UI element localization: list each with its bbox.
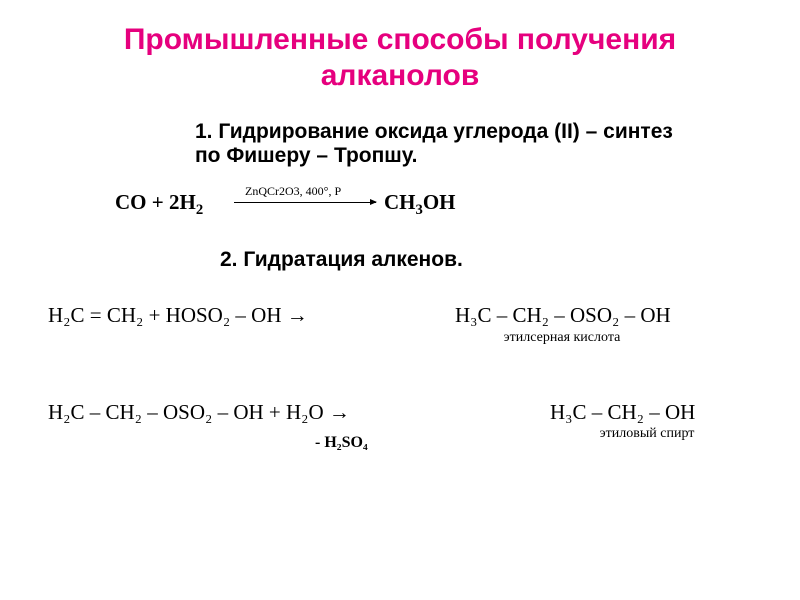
equation-1-left: CO + 2H2 [115,190,203,219]
equation-3-left: H₂C – CH₂ – OSO₂ – OH + H₂O → [48,400,350,425]
equation-1-conditions: ZnQCr2O3, 400°, P [245,184,341,199]
slide-title: Промышленные способы получения алканолов [0,0,800,94]
equation-1-right: CH3OH [384,190,456,219]
section-1-heading: 1. Гидрирование оксида углерода (II) – с… [195,120,675,168]
equation-3-label: этиловый спирт [562,426,732,442]
equation-2-left: H₂C = CH₂ + HOSO₂ – OH → [48,303,308,328]
equation-2-label: этилсерная кислота [462,330,662,346]
equation-3-byproduct: - H₂SO₄ [315,434,368,452]
section-2-heading: 2. Гидратация алкенов. [220,248,463,272]
title-line-1: Промышленные способы получения [124,23,676,56]
equation-3-right: H₃C – CH₂ – OH [550,400,695,425]
title-line-2: алканолов [321,59,480,92]
equation-1-arrow [234,202,376,203]
equation-2-right: H₃C – CH₂ – OSO₂ – OH [455,303,671,328]
